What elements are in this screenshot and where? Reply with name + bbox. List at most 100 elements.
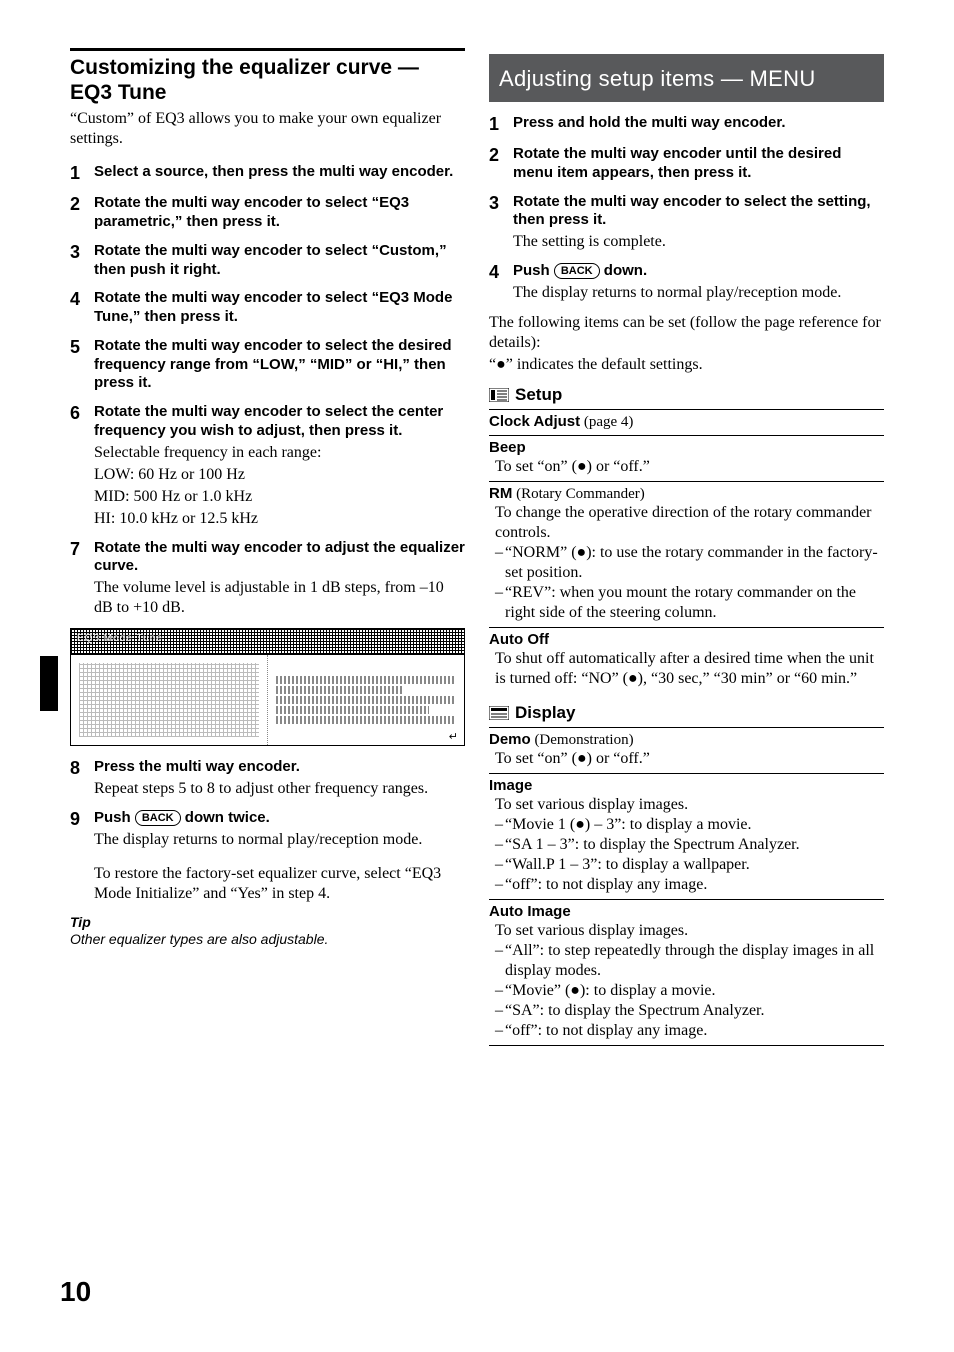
step-number: 2 [70, 194, 94, 232]
step-number: 3 [489, 193, 513, 253]
step-body: Rotate the multi way encoder to select “… [94, 194, 465, 232]
step-instruction: Push BACK down twice. [94, 809, 465, 828]
setting-body: To shut off automatically after a desire… [489, 649, 884, 689]
setting-header: Image [489, 777, 884, 795]
setting-body: To set “on” (●) or “off.” [489, 457, 884, 477]
left-title: Customizing the equalizer curve — EQ3 Tu… [70, 55, 465, 105]
banner: Adjusting setup items — MENU [489, 54, 884, 102]
setting-title: Auto Off [489, 631, 549, 648]
left-intro: “Custom” of EQ3 allows you to make your … [70, 109, 465, 149]
setting-header: RM (Rotary Commander) [489, 485, 884, 503]
setup-label: Setup [515, 385, 562, 405]
step-body: Press the multi way encoder.Repeat steps… [94, 758, 465, 799]
step: 9Push BACK down twice.The display return… [70, 809, 465, 904]
setting-title: Beep [489, 439, 526, 456]
step-detail: The volume level is adjustable in 1 dB s… [94, 578, 465, 618]
step-detail: LOW: 60 Hz or 100 Hz [94, 465, 465, 485]
step-body: Rotate the multi way encoder to select t… [94, 337, 465, 393]
step: 2Rotate the multi way encoder until the … [489, 145, 884, 183]
key-label: BACK [554, 263, 600, 279]
setting-body: To set various display images. [489, 921, 884, 941]
step-instruction: Push BACK down. [513, 262, 884, 281]
setting-title: Demo [489, 731, 531, 748]
step-detail: Selectable frequency in each range: [94, 443, 465, 463]
setting-title: Auto Image [489, 903, 571, 920]
step-instruction: Rotate the multi way encoder to select t… [94, 403, 465, 441]
setting-item: BeepTo set “on” (●) or “off.” [489, 435, 884, 481]
setting-item: RM (Rotary Commander)To change the opera… [489, 481, 884, 627]
step-number: 1 [70, 163, 94, 184]
step-instruction: Rotate the multi way encoder to select “… [94, 289, 465, 327]
step: 4Rotate the multi way encoder to select … [70, 289, 465, 327]
step-number: 2 [489, 145, 513, 183]
setting-note: (page 4) [580, 414, 633, 430]
left-column: Customizing the equalizer curve — EQ3 Tu… [70, 48, 465, 1046]
step-detail: HI: 10.0 kHz or 12.5 kHz [94, 509, 465, 529]
setting-header: Auto Image [489, 903, 884, 921]
step-detail: To restore the factory-set equalizer cur… [94, 864, 465, 904]
items-intro: The following items can be set (follow t… [489, 313, 884, 353]
page-content: Customizing the equalizer curve — EQ3 Tu… [0, 0, 954, 1046]
display-heading: Display [489, 703, 884, 723]
setting-header: Auto Off [489, 631, 884, 649]
step: 1Press and hold the multi way encoder. [489, 114, 884, 135]
step: 7Rotate the multi way encoder to adjust … [70, 539, 465, 619]
setting-item: Auto ImageTo set various display images.… [489, 899, 884, 1045]
step-body: Rotate the multi way encoder to select t… [94, 403, 465, 529]
step-detail: MID: 500 Hz or 1.0 kHz [94, 487, 465, 507]
setting-list-item: –“REV”: when you mount the rotary comman… [495, 583, 884, 623]
step: 5Rotate the multi way encoder to select … [70, 337, 465, 393]
step: 6Rotate the multi way encoder to select … [70, 403, 465, 529]
step-number: 5 [70, 337, 94, 393]
setting-body: To change the operative direction of the… [489, 503, 884, 543]
setup-heading: Setup [489, 385, 884, 405]
rule [70, 48, 465, 51]
setting-title: Image [489, 777, 532, 794]
display-label: Display [515, 703, 575, 723]
setting-header: Beep [489, 439, 884, 457]
step-detail: Repeat steps 5 to 8 to adjust other freq… [94, 779, 465, 799]
step-number: 3 [70, 242, 94, 280]
step: 2Rotate the multi way encoder to select … [70, 194, 465, 232]
step-body: Select a source, then press the multi wa… [94, 163, 465, 184]
step-body: Press and hold the multi way encoder. [513, 114, 884, 135]
step: 1Select a source, then press the multi w… [70, 163, 465, 184]
step-body: Rotate the multi way encoder until the d… [513, 145, 884, 183]
display-icon [489, 706, 509, 720]
setting-header: Clock Adjust (page 4) [489, 413, 884, 431]
step-instruction: Rotate the multi way encoder to select “… [94, 194, 465, 232]
tip-label: Tip [70, 914, 465, 930]
step-body: Rotate the multi way encoder to select “… [94, 289, 465, 327]
setting-list-item: –“Wall.P 1 – 3”: to display a wallpaper. [495, 855, 884, 875]
step: 4Push BACK down. The display returns to n… [489, 262, 884, 303]
step-instruction: Select a source, then press the multi wa… [94, 163, 465, 182]
setting-list: –“All”: to step repeatedly through the d… [489, 941, 884, 1041]
page-number: 10 [60, 1276, 91, 1308]
step-number: 4 [70, 289, 94, 327]
setting-list-item: –“SA”: to display the Spectrum Analyzer. [495, 1001, 884, 1021]
banner-text: Adjusting setup items — MENU [499, 66, 874, 92]
setting-list: –“NORM” (●): to use the rotary commander… [489, 543, 884, 623]
step-body: Rotate the multi way encoder to adjust t… [94, 539, 465, 619]
step-body: Rotate the multi way encoder to select t… [513, 193, 884, 253]
setting-note: (Rotary Commander) [512, 486, 644, 502]
setting-title: RM [489, 485, 512, 502]
tip-text: Other equalizer types are also adjustabl… [70, 930, 465, 948]
step-number: 4 [489, 262, 513, 303]
setting-list-item: –“Movie” (●): to display a movie. [495, 981, 884, 1001]
step-instruction: Press and hold the multi way encoder. [513, 114, 884, 133]
key-label: BACK [135, 810, 181, 826]
step-number: 7 [70, 539, 94, 619]
step-instruction: Rotate the multi way encoder to select “… [94, 242, 465, 280]
equalizer-display: EQ3 Mode Tune↵ [70, 628, 465, 746]
setting-note: (Demonstration) [531, 732, 634, 748]
setting-list-item: –“All”: to step repeatedly through the d… [495, 941, 884, 981]
setting-body: To set various display images. [489, 795, 884, 815]
setting-list-item: –“off”: to not display any image. [495, 875, 884, 895]
setup-icon [489, 388, 509, 402]
step-number: 8 [70, 758, 94, 799]
step: 3Rotate the multi way encoder to select … [489, 193, 884, 253]
setting-list-item: –“Movie 1 (●) – 3”: to display a movie. [495, 815, 884, 835]
right-column: Adjusting setup items — MENU 1Press and … [489, 48, 884, 1046]
step-detail: The display returns to normal play/recep… [513, 283, 884, 303]
